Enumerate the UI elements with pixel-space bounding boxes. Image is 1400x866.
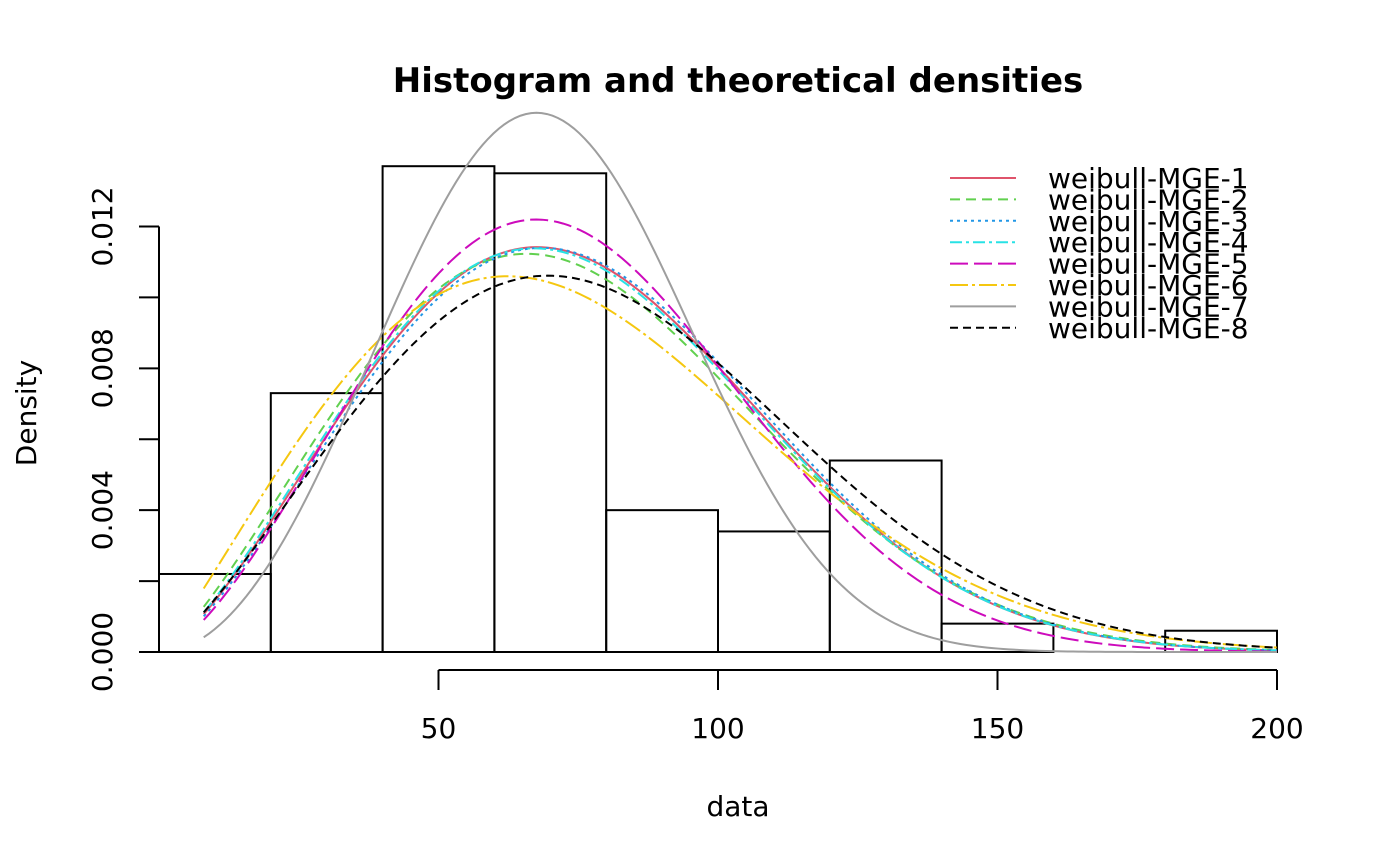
chart-title: Histogram and theoretical densities: [393, 61, 1084, 101]
density-curves: [202, 111, 1278, 653]
density-curve-7: [203, 111, 1277, 653]
x-tick-label: 200: [1250, 712, 1303, 745]
legend-label-8: weibull-MGE-8: [1048, 312, 1249, 345]
x-tick-label: 50: [421, 712, 457, 745]
histogram-bar: [493, 172, 608, 653]
legend-label-5: weibull-MGE-5: [1048, 248, 1249, 281]
x-tick-label: 150: [971, 712, 1024, 745]
y-tick-label: 0.000: [86, 612, 119, 692]
density-curve-8: [202, 274, 1278, 649]
legend-label-4: weibull-MGE-4: [1048, 226, 1249, 259]
density-curve-6: [202, 275, 1278, 649]
density-curve-5: [202, 218, 1278, 653]
x-axis: 50 100 150 200: [421, 669, 1304, 745]
y-tick-label: 0.004: [86, 470, 119, 550]
legend-label-1: weibull-MGE-1: [1048, 162, 1249, 195]
histogram-bar: [605, 509, 720, 653]
y-tick-label: 0.008: [86, 328, 119, 408]
y-axis: 0.000 0.004 0.008 0.012: [86, 186, 160, 692]
legend-label-6: weibull-MGE-6: [1048, 269, 1249, 302]
y-axis-label: Density: [10, 360, 43, 466]
x-tick-label: 100: [691, 712, 744, 745]
legend-label-7: weibull-MGE-7: [1048, 290, 1249, 323]
density-curve-2: [202, 252, 1278, 651]
x-axis-label: data: [706, 790, 769, 823]
histogram-bars: [158, 165, 1278, 654]
y-tick-label: 0.012: [86, 186, 119, 266]
density-curve-4: [202, 247, 1278, 652]
legend-label-3: weibull-MGE-3: [1048, 205, 1249, 238]
histogram-bar: [828, 459, 943, 653]
legend-label-2: weibull-MGE-2: [1048, 183, 1249, 216]
histogram-bar: [717, 530, 831, 653]
histogram-bar: [940, 622, 1055, 654]
legend: weibull-MGE-1weibull-MGE-2weibull-MGE-3w…: [950, 162, 1249, 345]
